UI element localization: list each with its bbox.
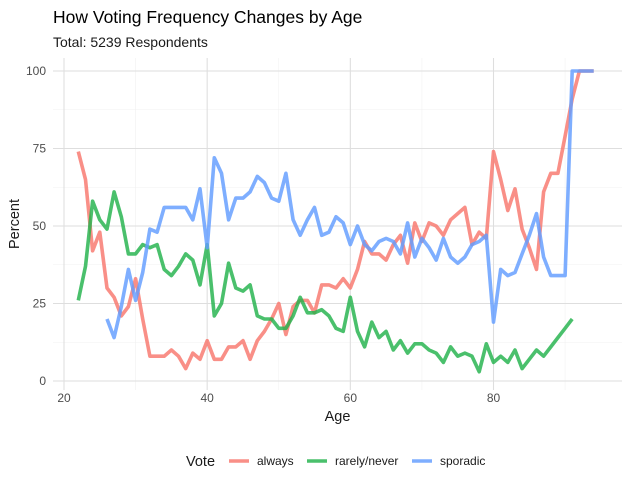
series-line-always [76, 69, 594, 371]
y-tick-label: 50 [33, 219, 47, 233]
legend-label: rarely/never [335, 454, 398, 468]
legend-label: sporadic [440, 454, 485, 468]
y-tick-label: 75 [33, 142, 47, 156]
tick-labels: 0 25 50 75 100 20 40 60 80 [26, 64, 501, 405]
y-tick-label: 100 [26, 64, 46, 78]
x-tick-label: 60 [344, 391, 358, 405]
chart-title: How Voting Frequency Changes by Age [53, 7, 363, 27]
y-tick-label: 0 [39, 374, 46, 388]
series-lines [76, 69, 594, 374]
x-axis-title: Age [325, 409, 351, 425]
y-tick-label: 25 [33, 297, 47, 311]
legend-label: always [257, 454, 294, 468]
y-axis-title: Percent [7, 199, 23, 249]
legend-title: Vote [186, 454, 215, 470]
series-line-sporadic [105, 69, 594, 340]
x-tick-label: 80 [487, 391, 501, 405]
x-tick-label: 20 [57, 391, 71, 405]
x-tick-label: 40 [200, 391, 214, 405]
grid-lines [53, 58, 622, 390]
legend: Vote always rarely/never sporadic [186, 454, 485, 470]
series-line-rarely-never [76, 190, 574, 374]
chart-subtitle: Total: 5239 Respondents [53, 34, 208, 50]
